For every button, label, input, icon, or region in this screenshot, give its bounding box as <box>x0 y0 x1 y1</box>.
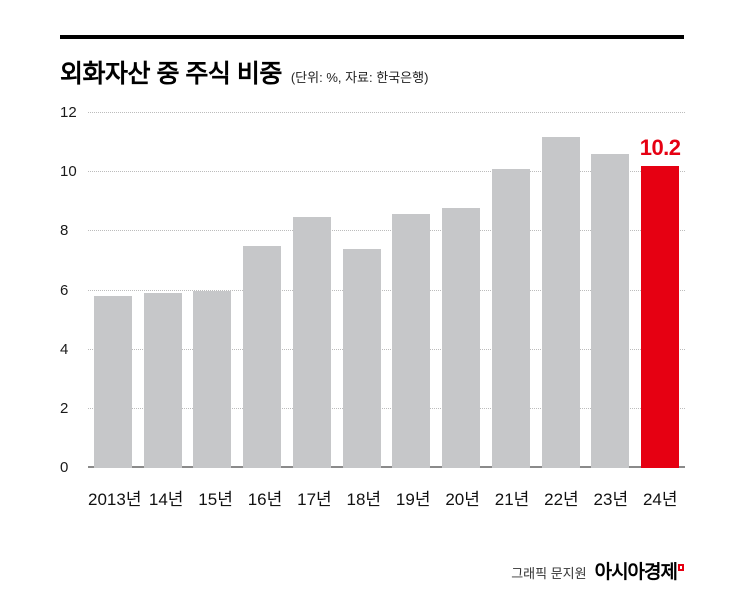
credit-footer: 그래픽 문지원 아시아경제 <box>511 557 684 584</box>
x-tick-label: 16년 <box>247 490 283 509</box>
y-tick-label: 6 <box>60 281 69 299</box>
bar <box>491 169 530 468</box>
gridline <box>88 230 685 232</box>
title-top-rule <box>60 35 684 39</box>
x-tick-label: 24년 <box>642 490 678 509</box>
gridline <box>88 112 685 113</box>
bar <box>342 249 381 468</box>
bar-slot <box>536 113 586 468</box>
y-tick-label: 12 <box>60 104 77 121</box>
bar-highlighted <box>641 166 680 468</box>
gridline <box>88 289 685 291</box>
bar <box>591 154 630 468</box>
bar <box>243 246 282 468</box>
x-axis-baseline <box>88 466 685 468</box>
x-tick-label: 17년 <box>297 490 332 509</box>
x-tick-label: 2013년 <box>88 490 142 509</box>
bar-slot <box>138 113 188 468</box>
y-tick-label: 4 <box>60 340 69 358</box>
x-tick-label: 19년 <box>395 490 431 509</box>
y-tick-label: 10 <box>60 163 77 181</box>
x-tick-label: 23년 <box>593 490 629 509</box>
bar-chart: 0 2 4 6 8 10 12 10.2 2013년 14년 15년 16년 17년 18년 19년 20… <box>60 104 685 523</box>
gridline <box>88 407 685 409</box>
x-tick-label: 22년 <box>544 490 579 509</box>
y-tick-label: 2 <box>60 399 69 417</box>
x-tick-label: 18년 <box>346 490 382 509</box>
x-tick-label: 15년 <box>198 490 233 509</box>
bar <box>193 290 232 468</box>
bar-slot <box>237 113 287 468</box>
bar-slot <box>287 113 337 468</box>
highlight-value-label: 10.2 <box>639 135 681 161</box>
bar <box>292 216 331 468</box>
bar-slot <box>88 113 138 468</box>
chart-header: 외화자산 중 주식 비중 (단위: %, 자료: 한국은행) <box>60 54 428 90</box>
y-axis: 0 2 4 6 8 10 12 <box>60 104 86 476</box>
bar <box>541 136 580 468</box>
bars-container: 10.2 <box>88 113 685 468</box>
y-tick-label: 8 <box>60 222 69 240</box>
bar-slot <box>486 113 536 468</box>
bar-slot <box>387 113 437 468</box>
bar-slot <box>436 113 486 468</box>
bar <box>392 213 431 468</box>
plot-area: 10.2 <box>88 112 685 468</box>
graphic-credit: 그래픽 문지원 <box>511 566 587 581</box>
bar-slot <box>586 113 636 468</box>
x-axis: 2013년 14년 15년 16년 17년 18년 19년 20년 21년 22년 23년 24년 <box>88 485 685 510</box>
bar <box>93 296 132 468</box>
publisher-logo-mark-icon <box>678 563 684 571</box>
chart-title: 외화자산 중 주식 비중 <box>60 60 282 88</box>
x-tick-label: 14년 <box>148 490 184 509</box>
bar-slot <box>337 113 387 468</box>
publisher-logo: 아시아경제 <box>595 557 684 584</box>
y-tick-label: 0 <box>60 459 69 476</box>
bar-slot: 10.2 <box>635 113 685 468</box>
x-tick-label: 21년 <box>494 490 530 509</box>
x-tick-label: 20년 <box>445 490 480 509</box>
gridline <box>88 348 685 350</box>
bar <box>442 207 481 468</box>
gridline <box>88 171 685 173</box>
bar-slot <box>188 113 238 468</box>
bar <box>143 293 182 468</box>
chart-subtitle: (단위: %, 자료: 한국은행) <box>290 70 429 85</box>
